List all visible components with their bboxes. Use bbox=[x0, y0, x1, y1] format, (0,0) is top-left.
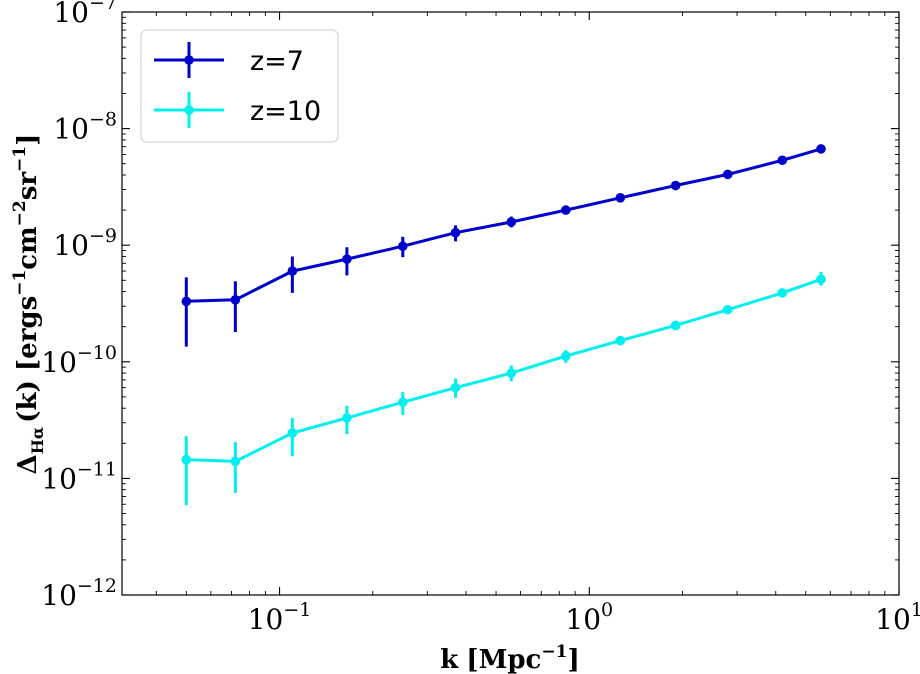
x-tick-base: 10 bbox=[248, 603, 284, 636]
legend-label: z=7 bbox=[250, 46, 304, 77]
x-axis-ticks: 10−1 100 101 bbox=[248, 12, 920, 636]
x-tick-label: 10−1 bbox=[248, 599, 312, 636]
data-point bbox=[181, 296, 192, 307]
data-point bbox=[777, 288, 788, 298]
data-point bbox=[397, 241, 408, 252]
legend-label: z=10 bbox=[250, 96, 321, 127]
y-axis-label-sr: sr bbox=[13, 172, 43, 201]
data-point bbox=[342, 254, 352, 264]
data-point bbox=[561, 351, 571, 361]
y-axis-label-sup1: −1 bbox=[10, 270, 30, 296]
x-axis-label-unit: [Mpc bbox=[466, 645, 541, 674]
y-tick-label: 10−10 bbox=[41, 342, 117, 379]
y-axis-label-close: ] bbox=[13, 134, 43, 146]
data-point bbox=[181, 454, 192, 465]
y-tick-label: 10−9 bbox=[53, 225, 117, 262]
y-tick-base: 10 bbox=[41, 346, 77, 379]
x-tick-exp: 1 bbox=[911, 599, 920, 621]
data-point bbox=[342, 413, 352, 423]
y-tick-exp: −9 bbox=[89, 225, 117, 247]
series-2 bbox=[181, 271, 826, 506]
data-point bbox=[561, 205, 571, 215]
data-point bbox=[506, 368, 517, 378]
legend-entry: z=10 bbox=[154, 92, 321, 128]
y-tick-base: 10 bbox=[53, 113, 89, 146]
y-tick-base: 10 bbox=[41, 579, 77, 612]
series-1 bbox=[181, 144, 826, 347]
data-point bbox=[450, 227, 461, 238]
y-axis-label: ΔHα(k) [ergs−1cm−2sr−1] bbox=[10, 134, 47, 475]
data-point bbox=[615, 335, 626, 346]
series-layer bbox=[181, 144, 826, 506]
x-tick-base: 10 bbox=[565, 603, 601, 636]
minor-ticks bbox=[122, 12, 899, 595]
y-tick-exp: −10 bbox=[77, 342, 117, 364]
data-point bbox=[230, 456, 241, 467]
y-axis-label-cm: cm bbox=[13, 226, 43, 269]
x-tick-exp: −1 bbox=[283, 599, 311, 621]
y-axis-label-sup3: −1 bbox=[10, 146, 30, 172]
y-tick-base: 10 bbox=[41, 462, 77, 495]
y-axis-label-sub: Hα bbox=[28, 427, 47, 454]
y-axis-label-delta: Δ bbox=[13, 454, 43, 474]
y-tick-exp: −8 bbox=[89, 109, 117, 131]
y-tick-base: 10 bbox=[53, 0, 89, 29]
y-axis-label-sup2: −2 bbox=[10, 200, 30, 226]
data-point bbox=[722, 169, 733, 180]
legend-entries: z=7 z=10 bbox=[154, 42, 321, 128]
data-point bbox=[287, 428, 298, 438]
x-axis-label-exp: −1 bbox=[541, 642, 567, 662]
data-point bbox=[816, 144, 826, 154]
data-point bbox=[615, 192, 626, 203]
data-point bbox=[450, 382, 461, 393]
data-point bbox=[777, 155, 788, 166]
x-axis-label-close: ] bbox=[567, 645, 579, 674]
x-tick-exp: 0 bbox=[601, 599, 613, 621]
plot-frame bbox=[121, 11, 900, 596]
data-point bbox=[506, 217, 517, 227]
y-tick-exp: −12 bbox=[77, 575, 117, 597]
y-tick-base: 10 bbox=[53, 229, 89, 262]
legend-marker bbox=[184, 55, 194, 65]
data-point bbox=[670, 320, 681, 331]
data-point bbox=[287, 266, 298, 276]
x-tick-label: 100 bbox=[565, 599, 613, 636]
x-axis-label-var: k bbox=[440, 645, 459, 674]
y-tick-exp: −7 bbox=[89, 0, 117, 14]
data-point bbox=[722, 304, 733, 315]
y-tick-label: 10−7 bbox=[53, 0, 117, 29]
data-point bbox=[816, 274, 826, 285]
data-point bbox=[670, 180, 681, 191]
y-tick-exp: −11 bbox=[77, 458, 117, 480]
x-tick-label: 101 bbox=[875, 599, 920, 636]
legend-entry: z=7 bbox=[154, 42, 304, 78]
data-point bbox=[230, 295, 241, 305]
x-axis-label: k [Mpc−1] bbox=[440, 642, 580, 674]
x-tick-base: 10 bbox=[875, 603, 911, 636]
legend: z=7 z=10 bbox=[140, 29, 339, 143]
y-tick-label: 10−11 bbox=[41, 458, 117, 495]
y-axis-label-rest: (k) [ergs bbox=[13, 296, 43, 423]
legend-marker bbox=[184, 105, 194, 115]
data-point bbox=[397, 397, 408, 408]
y-tick-label: 10−8 bbox=[53, 109, 117, 146]
y-tick-label: 10−12 bbox=[41, 575, 117, 612]
